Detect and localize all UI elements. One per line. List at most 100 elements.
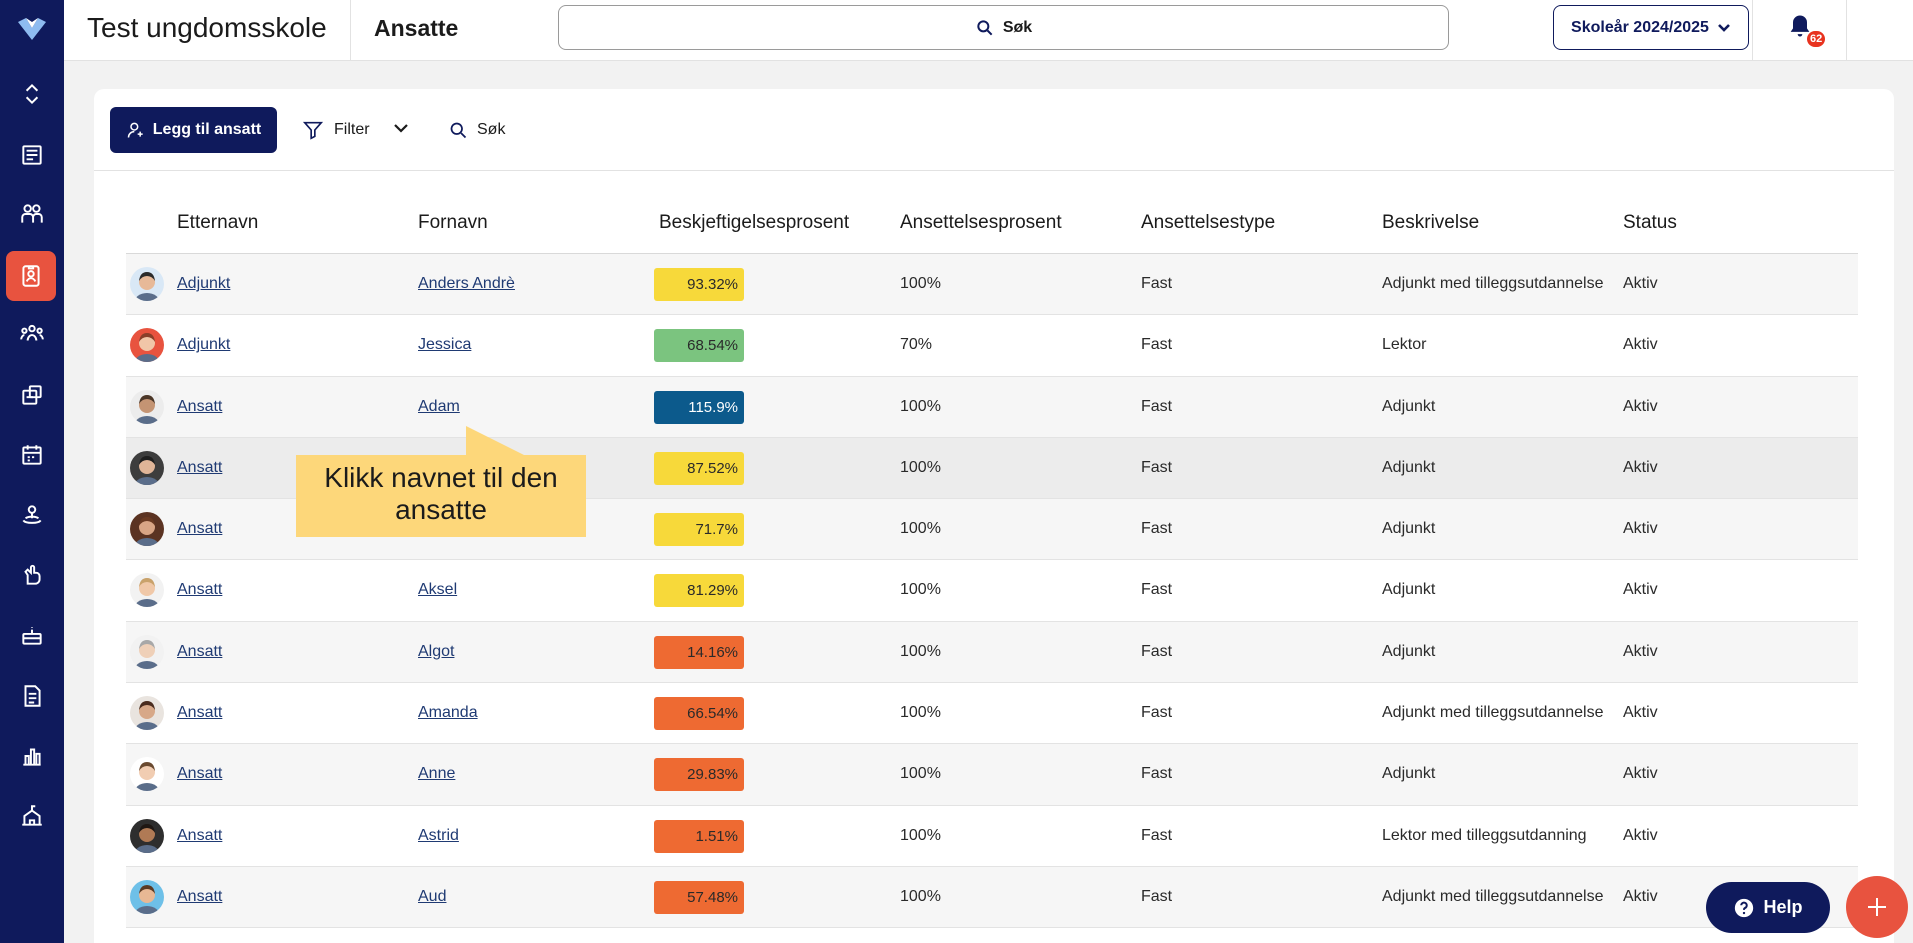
status: Aktiv	[1623, 520, 1658, 538]
school-icon[interactable]	[14, 798, 50, 834]
first-name-link[interactable]: Amanda	[418, 704, 478, 722]
table-header: Etternavn Fornavn Beskjeftigelsesprosent…	[126, 193, 1858, 254]
calendar-icon[interactable]	[14, 437, 50, 473]
help-label: Help	[1763, 897, 1803, 917]
description: Adjunkt	[1382, 581, 1436, 599]
newspaper-icon[interactable]	[14, 137, 50, 173]
status: Aktiv	[1623, 275, 1658, 292]
last-name-link[interactable]: Ansatt	[177, 765, 223, 783]
help-button[interactable]: Help	[1706, 882, 1830, 933]
employment-type: Fast	[1141, 704, 1173, 722]
status: Aktiv	[1623, 887, 1658, 905]
header-divider	[350, 0, 351, 61]
description: Adjunkt med tilleggsutdannelse	[1382, 275, 1604, 292]
employment-percent-badge: 81.29%	[654, 574, 744, 608]
school-name[interactable]: Test ungdomsskole	[87, 12, 327, 43]
employment-type: Fast	[1141, 765, 1173, 783]
table-search-button[interactable]: Søk	[448, 115, 505, 145]
status: Aktiv	[1623, 397, 1658, 415]
status: Aktiv	[1623, 642, 1658, 660]
global-search-button[interactable]: Søk	[558, 5, 1449, 50]
global-search-label: Søk	[1002, 18, 1033, 36]
document-icon[interactable]	[14, 678, 50, 714]
table-row[interactable]: Ansatt Aud 57.48% 100% Fast Adjunkt med tille…	[126, 866, 1858, 929]
employee-avatar	[130, 818, 164, 853]
add-fab-button[interactable]	[1846, 876, 1908, 938]
notification-badge: 62	[1807, 31, 1826, 47]
table-row[interactable]: Ansatt Amanda 66.54% 100% Fast Adjunkt med ti…	[126, 683, 1858, 745]
employment-percent-badge: 1.51%	[654, 819, 744, 853]
bar-chart-icon[interactable]	[14, 738, 50, 774]
employee-badge-icon[interactable]	[6, 251, 56, 301]
employee-avatar	[130, 757, 164, 792]
add-employee-button[interactable]: Legg til ansatt	[110, 107, 277, 153]
employment-type: Fast	[1141, 397, 1173, 415]
first-name-link[interactable]: Aksel	[418, 581, 458, 599]
last-name-link[interactable]: Ansatt	[177, 826, 223, 844]
logo-icon[interactable]	[16, 14, 48, 42]
column-header-fornavn[interactable]: Fornavn	[418, 212, 488, 233]
employee-avatar	[130, 696, 164, 731]
first-name-link[interactable]: Anders Andrè	[418, 275, 515, 292]
description: Adjunkt med tilleggsutdannelse	[1382, 704, 1604, 722]
column-header-etternavn[interactable]: Etternavn	[177, 212, 259, 233]
chevron-down-icon[interactable]	[392, 119, 412, 139]
table-row[interactable]: Ansatt Aksel 81.29% 100% Fast Adjunkt Aktiv	[126, 560, 1858, 622]
sidebar	[0, 0, 64, 943]
table-row[interactable]: Ansatt Algot 14.16% 100% Fast Adjunkt Aktiv	[126, 621, 1858, 684]
last-name-link[interactable]: Adjunkt	[177, 275, 231, 292]
employment-percent-badge: 93.32%	[654, 268, 744, 301]
status: Aktiv	[1623, 458, 1658, 476]
appointment-percent: 100%	[900, 581, 941, 599]
last-name-link[interactable]: Ansatt	[177, 642, 223, 660]
table-row[interactable]: Ansatt Anne 29.83% 100% Fast Adjunkt Aktiv	[126, 744, 1858, 806]
last-name-link[interactable]: Ansatt	[177, 581, 223, 599]
last-name-link[interactable]: Ansatt	[177, 458, 223, 476]
first-name-link[interactable]: Aud	[418, 887, 447, 905]
description: Adjunkt	[1382, 642, 1436, 660]
search-icon	[977, 19, 993, 35]
first-name-link[interactable]: Anne	[418, 765, 456, 783]
employee-avatar	[130, 267, 164, 301]
status: Aktiv	[1623, 336, 1658, 354]
bell-icon[interactable]	[1786, 12, 1822, 48]
person-orbit-icon[interactable]	[14, 497, 50, 533]
cake-icon[interactable]	[14, 617, 50, 653]
table-row[interactable]: Ansatt Adam 115.9% 100% Fast Adjunkt Aktiv	[126, 376, 1858, 438]
employment-type: Fast	[1141, 520, 1173, 538]
school-year-selector[interactable]: Skoleår 2024/2025	[1553, 5, 1749, 50]
table-row[interactable]: Ansatt Astrid 1.51% 100% Fast Lektor med till…	[126, 806, 1858, 867]
puzzle-icon[interactable]	[14, 377, 50, 413]
column-header-ansettelsestype[interactable]: Ansettelsestype	[1141, 212, 1276, 233]
table-row[interactable]: Adjunkt Anders Andrè 93.32% 100% Fast Adjunkt…	[126, 254, 1858, 316]
hand-icon[interactable]	[14, 557, 50, 593]
column-header-beskjeftigelsesprosent[interactable]: Beskjeftigelsesprosent	[659, 212, 850, 233]
last-name-link[interactable]: Ansatt	[177, 887, 223, 905]
first-name-link[interactable]: Astrid	[418, 826, 459, 844]
last-name-link[interactable]: Adjunkt	[177, 336, 231, 354]
employees-card: Legg til ansatt Filter Søk Etternavn For…	[94, 89, 1894, 943]
appointment-percent: 70%	[900, 336, 933, 354]
table-row[interactable]: Adjunkt Jessica 68.54% 70% Fast Lektor Aktiv	[126, 315, 1858, 377]
appointment-percent: 100%	[900, 520, 941, 538]
filter-icon	[302, 121, 324, 140]
last-name-link[interactable]: Ansatt	[177, 520, 223, 538]
column-header-ansettelsesprosent[interactable]: Ansettelsesprosent	[900, 212, 1062, 233]
first-name-link[interactable]: Adam	[418, 397, 460, 415]
filter-button[interactable]: Filter	[302, 115, 370, 145]
employment-percent-badge: 71.7%	[654, 513, 744, 547]
first-name-link[interactable]: Jessica	[418, 336, 472, 354]
column-header-status[interactable]: Status	[1623, 212, 1677, 233]
last-name-link[interactable]: Ansatt	[177, 397, 223, 415]
employment-type: Fast	[1141, 275, 1173, 292]
people-icon[interactable]	[14, 196, 50, 232]
groups-icon[interactable]	[14, 316, 50, 352]
add-person-icon	[127, 122, 143, 138]
expand-collapse-icon[interactable]	[14, 76, 50, 112]
first-name-link[interactable]: Algot	[418, 642, 455, 660]
employment-percent-badge: 66.54%	[654, 697, 744, 731]
appointment-percent: 100%	[900, 642, 941, 660]
last-name-link[interactable]: Ansatt	[177, 704, 223, 722]
column-header-beskrivelse[interactable]: Beskrivelse	[1382, 212, 1480, 233]
appointment-percent: 100%	[900, 826, 941, 844]
